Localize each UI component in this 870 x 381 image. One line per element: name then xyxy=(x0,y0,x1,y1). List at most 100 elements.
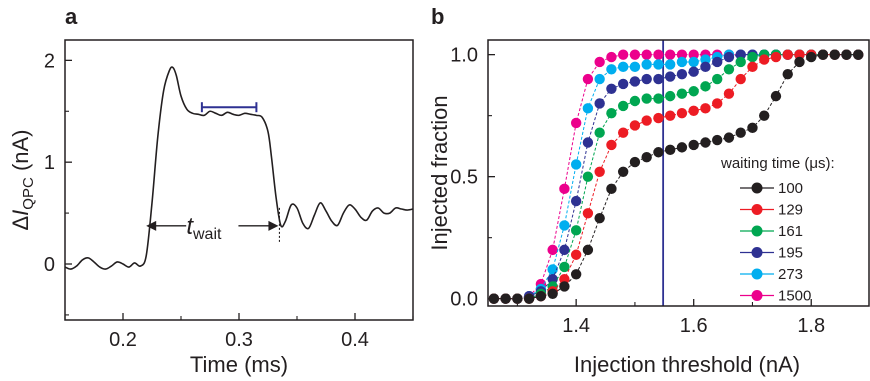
data-point xyxy=(688,66,699,77)
data-point xyxy=(582,208,594,219)
data-point xyxy=(853,49,864,60)
data-point xyxy=(700,103,711,114)
data-point xyxy=(617,166,629,177)
data-point xyxy=(700,54,711,65)
panel-b-series xyxy=(488,49,864,304)
data-point xyxy=(735,56,746,68)
data-point xyxy=(582,137,594,148)
wait-arrow-left-head xyxy=(146,220,157,231)
data-point xyxy=(606,108,617,119)
data-point xyxy=(582,171,594,182)
legend-item-129: 129 xyxy=(740,202,803,219)
data-point xyxy=(488,293,500,304)
panel-a-current-trace xyxy=(64,66,414,270)
y-label-unit: (nA) xyxy=(8,129,33,177)
data-point xyxy=(594,166,605,177)
legend-label: 129 xyxy=(778,202,803,219)
data-point xyxy=(523,293,535,304)
series-1500 xyxy=(488,49,864,304)
y-label-delta: Δ xyxy=(8,216,33,231)
panel-b-x-axis-label: Injection threshold (nA) xyxy=(574,352,800,377)
y-tick-label: 2 xyxy=(44,50,55,72)
panel-b-axes: 1.4 1.6 1.8 0.0 0.5 1.0 xyxy=(450,45,825,337)
data-point xyxy=(782,49,793,60)
series-195 xyxy=(488,49,864,304)
y-tick-label: 1.0 xyxy=(450,45,478,67)
data-point xyxy=(700,137,711,148)
data-point xyxy=(676,142,688,153)
data-point xyxy=(676,88,688,99)
data-point xyxy=(653,59,664,70)
data-point xyxy=(629,95,641,107)
panel-b-y-axis-label: Injected fraction xyxy=(427,95,452,250)
data-point xyxy=(559,220,570,231)
t-wait-annotation: twait xyxy=(186,213,222,243)
data-point xyxy=(606,139,617,151)
data-point xyxy=(664,71,676,82)
data-point xyxy=(582,103,594,114)
data-point xyxy=(547,288,558,299)
data-point xyxy=(629,156,641,168)
legend-marker xyxy=(751,204,763,215)
data-point xyxy=(829,49,840,60)
data-point xyxy=(641,93,652,104)
x-tick-label: 1.6 xyxy=(680,315,708,337)
data-point xyxy=(664,110,676,121)
data-point xyxy=(606,83,617,95)
data-point xyxy=(653,93,664,104)
legend-item-100: 100 xyxy=(740,180,803,197)
data-point xyxy=(617,61,629,73)
legend-item-195: 195 xyxy=(740,245,803,262)
data-point xyxy=(629,120,641,131)
data-point xyxy=(723,88,735,99)
legend: waiting time (μs): 100 129 161 195 273 1500 xyxy=(720,155,835,305)
panel-a-letter: a xyxy=(65,4,78,29)
data-point xyxy=(641,49,652,60)
data-point xyxy=(617,100,629,112)
x-tick-label: 1.8 xyxy=(797,315,825,337)
panel-a-axes: 0.2 0.3 0.4 0 1 2 xyxy=(44,50,414,351)
data-point xyxy=(570,117,582,129)
legend-marker xyxy=(751,182,763,194)
data-point xyxy=(653,49,664,60)
data-point xyxy=(712,98,723,109)
data-point xyxy=(559,281,570,292)
data-point xyxy=(664,59,676,70)
legend-marker xyxy=(751,290,763,301)
data-point xyxy=(570,249,582,260)
data-point xyxy=(664,144,676,156)
data-point xyxy=(735,127,746,138)
data-point xyxy=(559,244,570,256)
legend-label: 1500 xyxy=(778,288,811,305)
data-point xyxy=(782,68,793,80)
data-point xyxy=(629,76,641,87)
legend-label: 195 xyxy=(778,245,803,262)
legend-item-1500: 1500 xyxy=(740,288,811,305)
y-tick-label: 0.5 xyxy=(450,167,478,189)
data-point xyxy=(617,49,629,60)
data-point xyxy=(770,51,782,63)
data-point xyxy=(794,56,805,68)
legend-label: 100 xyxy=(778,180,803,197)
data-point xyxy=(582,73,594,85)
data-point xyxy=(759,110,770,121)
data-point xyxy=(700,61,711,73)
data-point xyxy=(559,261,570,273)
legend-label: 161 xyxy=(778,223,803,240)
data-point xyxy=(747,122,758,134)
data-point xyxy=(747,51,758,63)
data-point xyxy=(688,139,699,151)
legend-item-273: 273 xyxy=(740,266,803,283)
data-point xyxy=(570,195,582,207)
data-point xyxy=(594,56,605,68)
data-point xyxy=(559,183,570,195)
y-tick-label: 0.0 xyxy=(450,289,478,311)
data-point xyxy=(594,73,605,85)
data-point xyxy=(676,49,688,60)
data-point xyxy=(582,244,594,256)
data-point xyxy=(841,49,852,60)
y-label-subscript: QPC xyxy=(20,177,37,210)
series-161 xyxy=(488,49,864,304)
data-point xyxy=(688,86,699,97)
data-point xyxy=(653,147,664,158)
